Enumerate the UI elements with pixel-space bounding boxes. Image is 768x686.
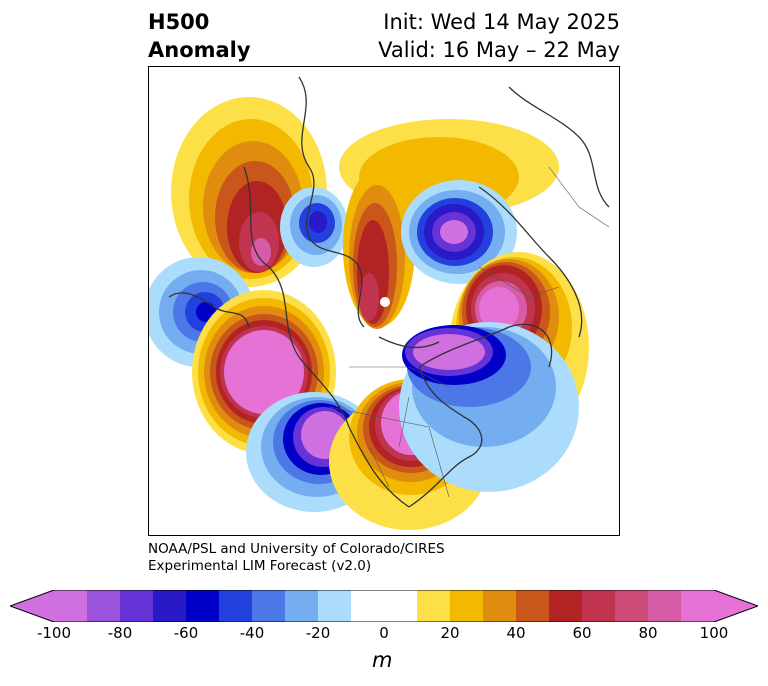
colorbar-bin bbox=[285, 590, 319, 622]
colorbar-bin bbox=[153, 590, 187, 622]
colorbar-bin bbox=[120, 590, 154, 622]
colorbar-tick-label: 80 bbox=[638, 624, 658, 642]
colorbar-bin bbox=[87, 590, 121, 622]
credit-line-1: NOAA/PSL and University of Colorado/CIRE… bbox=[148, 541, 445, 557]
colorbar-bin bbox=[417, 590, 451, 622]
colorbar-bin bbox=[582, 590, 616, 622]
anomaly-center-yukon-trough bbox=[280, 187, 348, 267]
anomaly-center-bering-trough bbox=[149, 257, 254, 367]
colorbar-bin bbox=[681, 590, 715, 622]
colorbar-tick-label: 0 bbox=[379, 624, 389, 642]
colorbar-bin bbox=[648, 590, 682, 622]
colorbar-ticks: -100 -80 -60 -40 -20 0 20 40 60 80 100 bbox=[0, 624, 768, 644]
colorbar-extend-high bbox=[714, 590, 758, 622]
anomaly-map bbox=[149, 76, 610, 530]
colorbar-extend-low bbox=[10, 590, 54, 622]
colorbar-tick-label: 60 bbox=[572, 624, 592, 642]
colorbar-bin bbox=[384, 590, 418, 622]
anomaly-center-atlantic-trough bbox=[399, 322, 579, 492]
credit-text: NOAA/PSL and University of Colorado/CIRE… bbox=[148, 541, 445, 575]
init-date: Init: Wed 14 May 2025 bbox=[383, 10, 620, 34]
anomaly-center-siberia-trough bbox=[401, 180, 517, 284]
colorbar-unit: m bbox=[372, 648, 393, 672]
colorbar-bin bbox=[549, 590, 583, 622]
colorbar-bin bbox=[54, 590, 88, 622]
coastlines bbox=[168, 76, 610, 508]
colorbar-tick-label: 40 bbox=[506, 624, 526, 642]
colorbar-bin bbox=[252, 590, 286, 622]
colorbar-tick-label: -20 bbox=[305, 624, 331, 642]
colorbar-bin bbox=[186, 590, 220, 622]
colorbar-bin bbox=[219, 590, 253, 622]
anomaly-center-arctic-ridge bbox=[339, 119, 559, 329]
north-pole-marker bbox=[380, 297, 390, 307]
title-line-2: Anomaly bbox=[148, 38, 251, 62]
colorbar-tick-label: -80 bbox=[107, 624, 133, 642]
map-panel bbox=[148, 66, 620, 536]
colorbar bbox=[10, 590, 758, 622]
date-info: Init: Wed 14 May 2025 Valid: 16 May – 22… bbox=[378, 8, 620, 64]
colorbar-tick-label: 100 bbox=[699, 624, 729, 642]
credit-line-2: Experimental LIM Forecast (v2.0) bbox=[148, 558, 372, 574]
title-line-1: H500 bbox=[148, 10, 210, 34]
colorbar-bin bbox=[516, 590, 550, 622]
colorbar-bin bbox=[318, 590, 352, 622]
colorbar-bin bbox=[615, 590, 649, 622]
colorbar-tick-label: -60 bbox=[173, 624, 199, 642]
colorbar-bin bbox=[450, 590, 484, 622]
colorbar-bin bbox=[351, 590, 385, 622]
colorbar-tick-label: 20 bbox=[440, 624, 460, 642]
colorbar-tick-label: -40 bbox=[239, 624, 265, 642]
colorbar-bin bbox=[483, 590, 517, 622]
colorbar-tick-label: -100 bbox=[36, 624, 72, 642]
map-title: H500 Anomaly bbox=[148, 8, 251, 64]
valid-range: Valid: 16 May – 22 May bbox=[378, 38, 620, 62]
political-borders bbox=[328, 166, 610, 498]
